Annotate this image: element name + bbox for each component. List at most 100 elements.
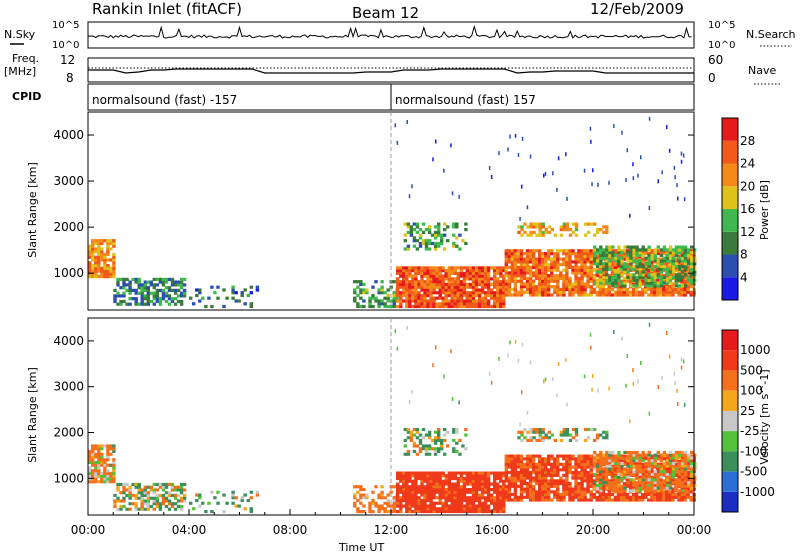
echo-cell: [674, 486, 679, 490]
echo-cell: [565, 276, 569, 280]
echo-cell: [453, 269, 457, 273]
echo-cell: [686, 462, 690, 466]
echo-cell: [447, 499, 451, 503]
echo-cell: [438, 499, 442, 503]
echo-cell: [411, 269, 415, 273]
echo-cell: [119, 294, 123, 298]
echo-cell: [647, 473, 651, 477]
echo-cell: [680, 287, 684, 292]
echo-cell: [353, 291, 357, 295]
echo-cell: [474, 504, 479, 508]
echo-cell: [544, 460, 548, 464]
echo-cell: [690, 478, 694, 482]
echo-cell: [638, 453, 642, 457]
echo-cell: [164, 286, 169, 290]
echo-cell: [519, 271, 524, 275]
echo-cell: [418, 441, 423, 445]
echo-cell: [693, 248, 697, 252]
echo-cell: [483, 501, 488, 505]
echo-cell: [100, 474, 104, 478]
echo-cell: [519, 260, 524, 264]
echo-cell: [693, 478, 697, 482]
echo-cell: [510, 252, 515, 256]
echo-cell: [577, 454, 581, 458]
echo-cell: [647, 275, 651, 280]
echo-cell: [88, 449, 92, 453]
echo-cell: [568, 249, 572, 253]
echo-cell: [522, 487, 527, 491]
freq-trace: [88, 68, 694, 74]
echo-cell: [507, 147, 509, 152]
echo-cell: [628, 471, 633, 475]
echo-cell: [547, 285, 551, 289]
echo-cell: [680, 264, 685, 269]
echo-cell: [528, 257, 533, 261]
echo-cell: [525, 495, 530, 499]
echo-cell: [577, 279, 581, 283]
echo-cell: [616, 498, 621, 502]
echo-cell: [112, 477, 116, 481]
echo-cell: [417, 477, 421, 481]
echo-cell: [623, 270, 627, 274]
echo-cell: [599, 228, 603, 232]
echo-cell: [173, 302, 178, 306]
echo-cell: [88, 247, 92, 251]
echo-cell: [559, 274, 563, 278]
echo-cell: [556, 287, 560, 292]
echo-cell: [109, 266, 113, 270]
echo-cell: [465, 501, 470, 505]
echo-cell: [88, 466, 92, 470]
echo-cell: [668, 263, 672, 267]
echo-cell: [586, 265, 590, 269]
echo-cell: [544, 487, 548, 491]
echo-cell: [109, 463, 113, 467]
echo-cell: [599, 278, 603, 282]
echo-cell: [550, 265, 554, 269]
echo-cell: [586, 454, 590, 458]
echo-cell: [498, 151, 500, 156]
echo-cell: [444, 479, 448, 483]
echo-cell: [155, 277, 160, 281]
echo-cell: [396, 293, 400, 298]
echo-cell: [504, 479, 508, 483]
echo-cell: [459, 490, 464, 494]
echo-cell: [499, 285, 503, 289]
echo-cell: [611, 281, 615, 285]
echo-cell: [528, 454, 533, 458]
echo-cell: [88, 244, 92, 248]
echo-cell: [525, 265, 530, 269]
echo-cell: [617, 275, 621, 280]
echo-cell: [149, 299, 153, 304]
echo-cell: [519, 457, 524, 461]
echo-cell: [113, 493, 117, 497]
echo-cell: [399, 499, 403, 503]
echo-cell: [433, 241, 438, 246]
echo-cell: [690, 256, 694, 260]
echo-cell: [674, 275, 679, 280]
echo-cell: [417, 296, 421, 300]
echo-cell: [592, 495, 596, 499]
echo-cell: [420, 477, 424, 481]
echo-cell: [592, 290, 596, 294]
echo-cell: [377, 496, 381, 500]
echo-cell: [423, 477, 427, 481]
echo-cell: [689, 293, 693, 297]
echo-cell: [656, 481, 660, 485]
echo-cell: [399, 274, 403, 278]
echo-cell: [650, 290, 654, 294]
echo-cell: [429, 302, 433, 306]
echo-cell: [462, 507, 467, 511]
echo-cell: [574, 468, 578, 472]
echo-cell: [565, 271, 569, 275]
echo-cell: [556, 274, 560, 278]
echo-cell: [438, 474, 442, 478]
echo-cell: [613, 265, 618, 269]
echo-cell: [128, 488, 132, 492]
echo-cell: [455, 449, 459, 453]
echo-cell: [240, 293, 244, 298]
echo-cell: [534, 276, 539, 280]
echo-cell: [565, 263, 569, 267]
echo-cell: [544, 465, 548, 469]
echo-cell: [596, 228, 600, 232]
echo-cell: [429, 285, 433, 289]
